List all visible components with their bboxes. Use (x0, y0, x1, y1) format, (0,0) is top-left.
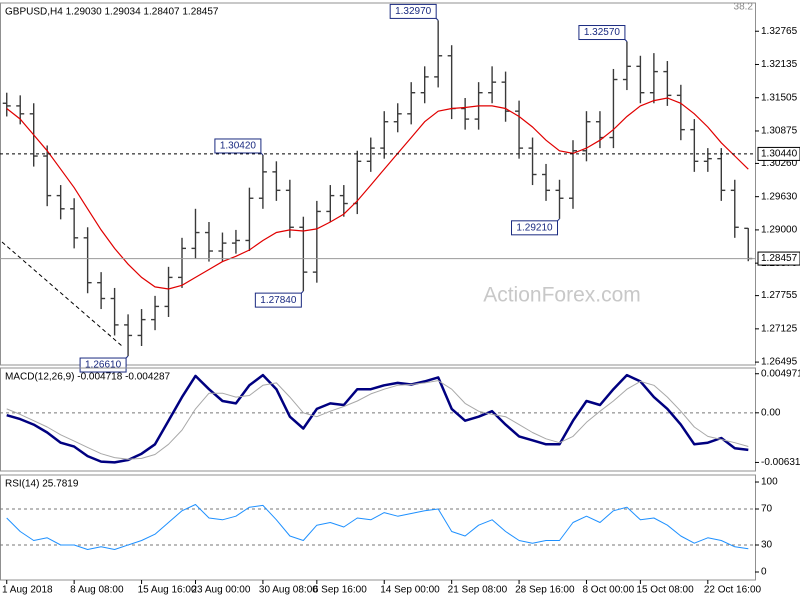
y-tick-label: 1.29630 (761, 191, 798, 202)
y-tick-label: -0.006311 (761, 457, 800, 468)
trend-line (1, 241, 123, 347)
y-tick-label: 30 (761, 540, 773, 551)
x-tick-label: 14 Sep 00:00 (380, 585, 440, 596)
x-tick-label: 15 Aug 16:00 (138, 585, 197, 596)
annotation-label: 1.29210 (516, 222, 553, 233)
annotation-label: 1.32970 (395, 6, 432, 17)
watermark: ActionForex.com (483, 284, 641, 307)
y-tick-label: 1.32135 (761, 59, 798, 70)
annotation-box (389, 3, 437, 19)
x-tick-label: 8 Aug 08:00 (70, 585, 124, 596)
x-tick-label: 21 Sep 08:00 (448, 585, 508, 596)
annotation-box (79, 357, 127, 373)
annotation-label: 1.30420 (220, 141, 257, 152)
annotation-label: 1.27840 (260, 295, 297, 306)
x-tick-label: 15 Oct 08:00 (636, 585, 694, 596)
y-tick-label: 0 (761, 567, 767, 578)
y-tick-label: 0.00 (761, 407, 781, 418)
annotation-label: 1.26610 (85, 360, 122, 371)
x-tick-label: 6 Sep 16:00 (313, 585, 367, 596)
y-tick-label: 0.004971 (761, 368, 800, 379)
annotation-link (624, 39, 628, 42)
x-tick-label: 22 Oct 16:00 (704, 585, 762, 596)
indicator-line (6, 504, 749, 550)
price-level-box (757, 251, 800, 266)
panel-title: MACD(12,26,9) -0.004718 -0.004287 (5, 372, 171, 383)
annotation-box (254, 292, 302, 308)
y-tick-label: 1.30875 (761, 126, 798, 137)
panel-frame (0, 2, 756, 366)
y-tick-label: 100 (761, 477, 778, 488)
x-tick-label: 28 Sep 16:00 (515, 585, 575, 596)
y-tick-label: 1.27755 (761, 290, 798, 301)
y-tick-label: 1.31505 (761, 92, 798, 103)
corner-label: 38.2 (734, 2, 754, 13)
moving-average (6, 97, 749, 290)
annotation-link (300, 290, 304, 294)
x-tick-label: 1 Aug 2018 (2, 585, 53, 596)
price-level-box (757, 146, 800, 161)
annotation-link (557, 218, 560, 222)
y-tick-label: 1.29000 (761, 225, 798, 236)
y-tick-label: 70 (761, 504, 773, 515)
panel-title: RSI(14) 25.7819 (5, 479, 79, 490)
x-tick-label: 23 Aug 00:00 (191, 585, 250, 596)
price-level-label: 1.28457 (761, 253, 798, 264)
annotation-box (511, 220, 559, 236)
x-tick-label: 30 Aug 08:00 (259, 585, 318, 596)
x-tick-label: 8 Oct 00:00 (582, 585, 634, 596)
annotation-link (125, 355, 129, 359)
annotation-box (578, 25, 626, 41)
panel-title: GBPUSD,H4 1.29030 1.29034 1.28407 1.2845… (5, 7, 219, 18)
y-tick-label: 1.30260 (761, 158, 798, 169)
annotation-label: 1.32570 (584, 27, 621, 38)
y-tick-label: 1.27125 (761, 323, 798, 334)
annotation-link (435, 18, 439, 21)
indicator-line (6, 373, 749, 464)
panel-frame (0, 474, 756, 581)
y-tick-label: 1.26495 (761, 357, 798, 368)
y-tick-label: 1.32765 (761, 26, 798, 37)
annotation-link (260, 152, 264, 156)
annotation-box (214, 138, 262, 154)
indicator-line (6, 380, 749, 460)
panel-frame (0, 367, 756, 472)
price-level-label: 1.30440 (761, 149, 798, 160)
